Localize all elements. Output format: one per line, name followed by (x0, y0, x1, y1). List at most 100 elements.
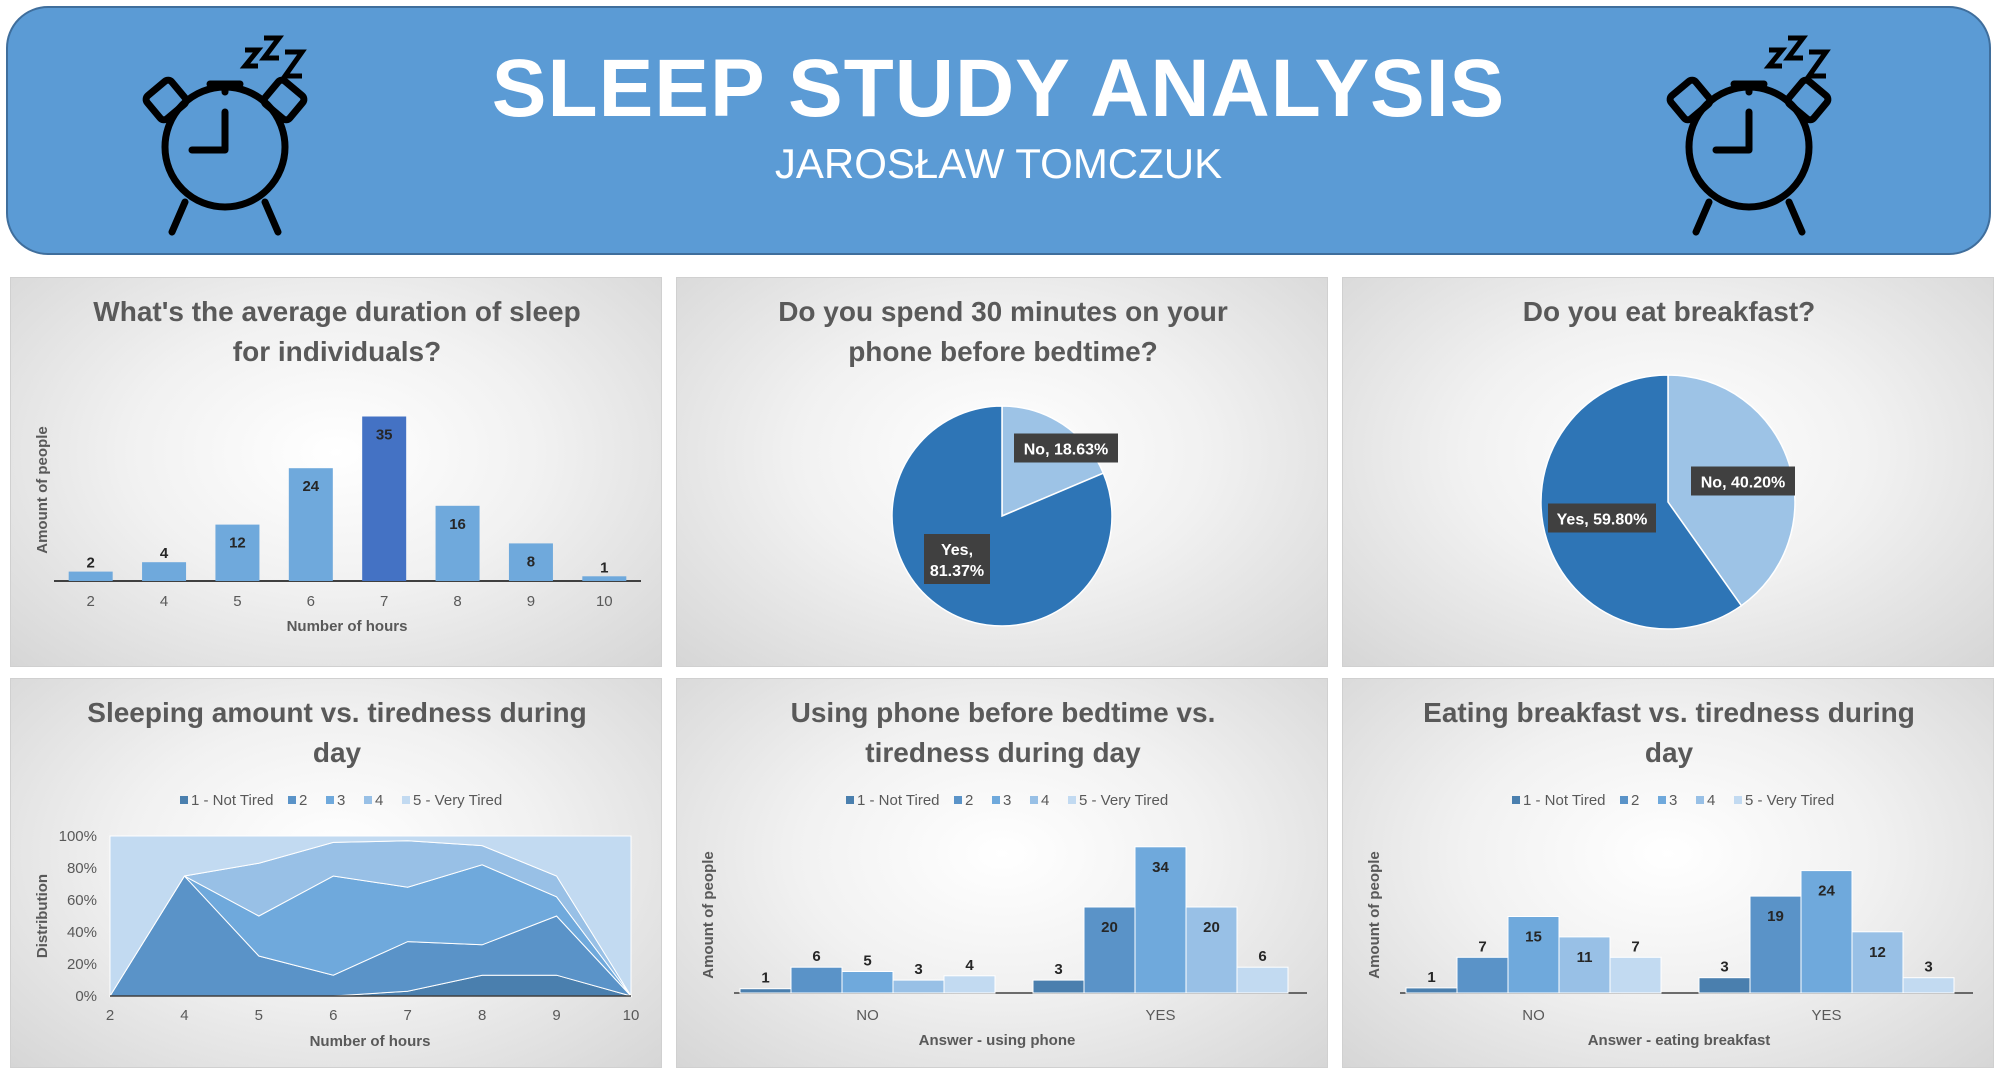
chart-breakfast-vs-tiredness: Eating breakfast vs. tiredness during day… (1342, 678, 1994, 1068)
x-tick-label: 9 (527, 593, 535, 610)
chart-title: Using phone before bedtime vs. (791, 697, 1216, 728)
data-label: 3 (1924, 959, 1932, 976)
zzz-icon (1763, 35, 1831, 79)
x-tick-label: 10 (623, 1007, 640, 1024)
chart-title: Do you eat breakfast? (1523, 296, 1816, 327)
data-label: 3 (914, 961, 922, 978)
legend-entry: 2 (965, 792, 973, 809)
header-banner: SLEEP STUDY ANALYSIS JAROSŁAW TOMCZUK (6, 6, 1991, 255)
legend-swatch (326, 796, 334, 804)
chart-title: day (313, 737, 362, 768)
pie-label-box (1548, 503, 1656, 533)
data-label: 12 (229, 535, 246, 552)
data-label: 5 (863, 953, 871, 970)
chart-title: day (1645, 737, 1694, 768)
x-tick-label: 7 (380, 593, 388, 610)
bar (215, 524, 260, 581)
data-label: 3 (1720, 959, 1728, 976)
bar (68, 571, 113, 581)
bar (142, 562, 187, 581)
legend-swatch (992, 796, 1000, 804)
legend-entry: 2 (1631, 792, 1639, 809)
bar (1236, 966, 1289, 994)
y-tick-label: 100% (59, 828, 97, 845)
legend-swatch (1030, 796, 1038, 804)
page-title: SLEEP STUDY ANALYSIS (491, 43, 1506, 134)
x-axis-title: Answer - eating breakfast (1588, 1032, 1771, 1049)
bar (1083, 906, 1136, 994)
y-axis-title: Amount of people (34, 426, 51, 554)
pie-slice-yes (1540, 374, 1743, 630)
chart-sleep-vs-tiredness: Sleeping amount vs. tiredness during day 1… (10, 678, 662, 1068)
y-axis-title: Amount of people (1366, 851, 1383, 979)
x-tick-label: 8 (453, 593, 461, 610)
chart-title: for individuals? (233, 336, 441, 367)
bar (1558, 936, 1611, 994)
chart-sleep-duration: What's the average duration of sleep for … (10, 277, 662, 667)
bar (892, 979, 945, 994)
legend-swatch (1620, 796, 1628, 804)
bar (943, 975, 996, 994)
x-tick-label: 8 (478, 1007, 486, 1024)
bar (1185, 906, 1238, 994)
x-tick-label: 4 (160, 593, 168, 610)
legend-entry: 5 - Very Tired (1079, 792, 1168, 809)
chart-title: Eating breakfast vs. tiredness during (1423, 697, 1915, 728)
pie-label-box (924, 534, 990, 584)
data-label: 7 (1631, 938, 1639, 955)
x-tick-label: NO (856, 1007, 879, 1024)
x-axis-title: Number of hours (287, 618, 408, 635)
x-tick-label: 6 (307, 593, 315, 610)
data-label: 35 (376, 427, 393, 444)
data-label: 11 (1577, 949, 1593, 966)
chart-breakfast-pie: Do you eat breakfast? No, 40.20% Yes, 59.8… (1342, 277, 1994, 667)
y-axis-title: Amount of people (700, 851, 717, 979)
bar (1851, 931, 1904, 994)
y-tick-label: 20% (67, 956, 97, 973)
x-axis-title: Number of hours (310, 1033, 431, 1050)
x-tick-label: NO (1522, 1007, 1545, 1024)
author-name: JAROSŁAW TOMCZUK (774, 140, 1223, 187)
bar (790, 966, 843, 994)
bar (1405, 987, 1458, 994)
legend-swatch (180, 796, 188, 804)
chart-title: Do you spend 30 minutes on your (778, 296, 1228, 327)
alarm-clock-icon (142, 35, 308, 236)
bar (1032, 979, 1085, 994)
legend-entry: 1 - Not Tired (191, 792, 274, 809)
legend-entry: 4 (1041, 792, 1049, 809)
bar (841, 971, 894, 994)
data-label: 34 (1152, 859, 1169, 876)
chart-title: phone before bedtime? (848, 336, 1158, 367)
y-tick-label: 80% (67, 860, 97, 877)
legend-swatch (288, 796, 296, 804)
pie-label-box (1691, 466, 1795, 496)
legend-entry: 5 - Very Tired (1745, 792, 1834, 809)
bar (1698, 977, 1751, 994)
data-label: 15 (1525, 929, 1542, 946)
bar (508, 543, 553, 581)
chart-title: Sleeping amount vs. tiredness during (87, 697, 586, 728)
pie-label: No, 18.63% (1024, 442, 1108, 459)
x-tick-label: 10 (596, 593, 613, 610)
bar (1902, 977, 1955, 994)
x-tick-label: YES (1811, 1007, 1841, 1024)
data-label: 16 (449, 516, 466, 533)
data-label: 24 (1818, 883, 1835, 900)
bar (1456, 956, 1509, 994)
zzz-icon (239, 35, 307, 79)
x-tick-label: 2 (106, 1007, 114, 1024)
data-label: 19 (1767, 908, 1784, 925)
legend-entry: 1 - Not Tired (1523, 792, 1606, 809)
y-tick-label: 60% (67, 892, 97, 909)
legend-swatch (846, 796, 854, 804)
legend-entry: 3 (337, 792, 345, 809)
data-label: 7 (1478, 938, 1486, 955)
data-label: 3 (1054, 961, 1062, 978)
legend-entry: 3 (1003, 792, 1011, 809)
data-label: 4 (965, 957, 974, 974)
x-tick-label: 6 (329, 1007, 337, 1024)
legend-swatch (954, 796, 962, 804)
data-label: 12 (1869, 944, 1886, 961)
bar (1609, 956, 1662, 994)
